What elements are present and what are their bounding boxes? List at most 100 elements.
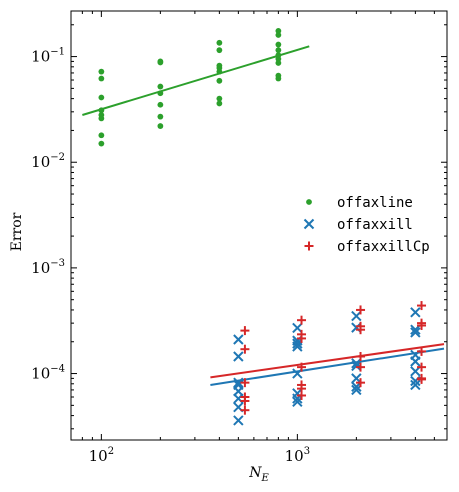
point-offaxxillCp (417, 320, 427, 330)
point-offaxxill (410, 379, 421, 391)
point-offaxline (275, 47, 282, 54)
point-offaxxill-stroke (233, 351, 244, 362)
point-offaxxill (410, 307, 421, 318)
point-offaxxill (410, 327, 421, 338)
point-offaxxill-stroke (233, 393, 244, 404)
point-offaxxill-stroke (351, 373, 362, 384)
point-offaxxillCp (240, 405, 250, 415)
y-tick-label-base: 10 (31, 153, 50, 171)
point-offaxxill-stroke (410, 379, 421, 391)
point-offaxxill-stroke (351, 360, 362, 372)
point-offaxline (275, 60, 282, 66)
y-tick-label-exp: −2 (50, 152, 65, 163)
point-offaxline (216, 77, 223, 84)
point-offaxxill-stroke (351, 322, 362, 333)
point-offaxxill-stroke (292, 338, 303, 349)
point-offaxxillCp (240, 344, 250, 354)
point-offaxxill-stroke (351, 358, 362, 369)
point-offaxxill-stroke (292, 341, 303, 352)
point-offaxline (275, 32, 282, 38)
y-tick-label: 10−2 (31, 152, 65, 171)
point-offaxxillCp (417, 301, 427, 311)
point-offaxxill-stroke (292, 396, 303, 408)
legend-label-offaxxillCp: offaxxillCp (337, 239, 430, 255)
point-offaxline (157, 113, 164, 120)
point-offaxxillCp (297, 390, 307, 400)
point-offaxxillCp (356, 362, 366, 372)
point-offaxline (216, 39, 223, 46)
x-tick-label-exp: 2 (108, 446, 114, 457)
point-offaxxill-stroke (351, 381, 362, 392)
legend: offaxline offaxxill offaxxillCp (303, 195, 430, 255)
point-offaxxill (292, 368, 303, 379)
y-tick-label: 10−3 (31, 258, 65, 277)
point-offaxline (98, 115, 105, 122)
y-tick-label: 10−4 (31, 364, 65, 383)
point-offaxline (98, 94, 105, 101)
point-offaxxill (351, 373, 362, 384)
fit-line-offaxline (82, 45, 310, 116)
point-offaxxillCp (297, 362, 307, 372)
x-tick-label-base: 10 (285, 447, 304, 465)
point-offaxline (275, 75, 282, 82)
point-offaxline (216, 95, 223, 102)
point-offaxxill (351, 381, 362, 392)
point-offaxxill (351, 322, 362, 333)
point-offaxxill-stroke (410, 307, 421, 318)
point-offaxxill-stroke (410, 366, 421, 377)
fit-line-offaxxillCp (210, 343, 445, 379)
point-offaxline (157, 83, 164, 90)
point-offaxxill-stroke (410, 327, 421, 338)
point-offaxxillCp (356, 325, 366, 335)
point-offaxxill-stroke (351, 310, 362, 322)
point-offaxxillCp (356, 378, 366, 388)
point-offaxline (98, 68, 105, 75)
plot-frame (70, 10, 448, 441)
point-offaxxill (233, 415, 244, 426)
point-offaxxill (233, 334, 244, 345)
legend-label-offaxline: offaxline (337, 195, 413, 211)
point-offaxxill (292, 396, 303, 408)
point-offaxline (216, 68, 223, 75)
point-offaxxill (292, 338, 303, 349)
point-offaxxillCp (356, 305, 366, 315)
fit-line-offaxxill (210, 347, 445, 386)
x-tick-label: 102 (89, 446, 114, 465)
point-offaxxill-stroke (292, 368, 303, 379)
y-tick-label-base: 10 (31, 259, 50, 277)
point-offaxxillCp (240, 396, 250, 406)
legend-marker-offaxline (306, 199, 312, 205)
y-tick-label-exp: −3 (50, 258, 65, 269)
point-offaxxillCp (417, 346, 427, 356)
x-axis-label-base: N (248, 465, 262, 481)
plot-border (70, 10, 448, 441)
point-offaxxill (351, 360, 362, 372)
point-offaxline (216, 47, 223, 54)
point-offaxline (157, 101, 164, 108)
legend-label-offaxxill: offaxxill (337, 217, 413, 233)
legend-marker-offaxxill-stroke (303, 218, 315, 230)
point-offaxline (275, 27, 282, 34)
point-offaxxillCp (297, 315, 307, 325)
point-offaxline (98, 132, 105, 139)
point-offaxxill (233, 377, 244, 388)
point-offaxline (275, 56, 282, 62)
y-tick-label: 10−1 (31, 47, 65, 66)
y-tick-label-base: 10 (31, 48, 50, 66)
fit-lines (82, 45, 445, 386)
point-offaxline (157, 90, 164, 97)
point-offaxline (98, 140, 105, 147)
point-offaxxill (233, 351, 244, 362)
legend-marker-offaxxillCp (304, 241, 314, 251)
point-offaxline (216, 100, 223, 107)
x-tick-label-base: 10 (89, 447, 108, 465)
x-axis-label: NE (248, 465, 269, 484)
point-offaxxillCp (356, 351, 366, 361)
x-tick-label: 103 (285, 446, 310, 465)
point-offaxxill (351, 310, 362, 322)
point-offaxxill-stroke (233, 334, 244, 345)
point-offaxxillCp (417, 362, 427, 372)
point-offaxxill-stroke (351, 384, 362, 396)
